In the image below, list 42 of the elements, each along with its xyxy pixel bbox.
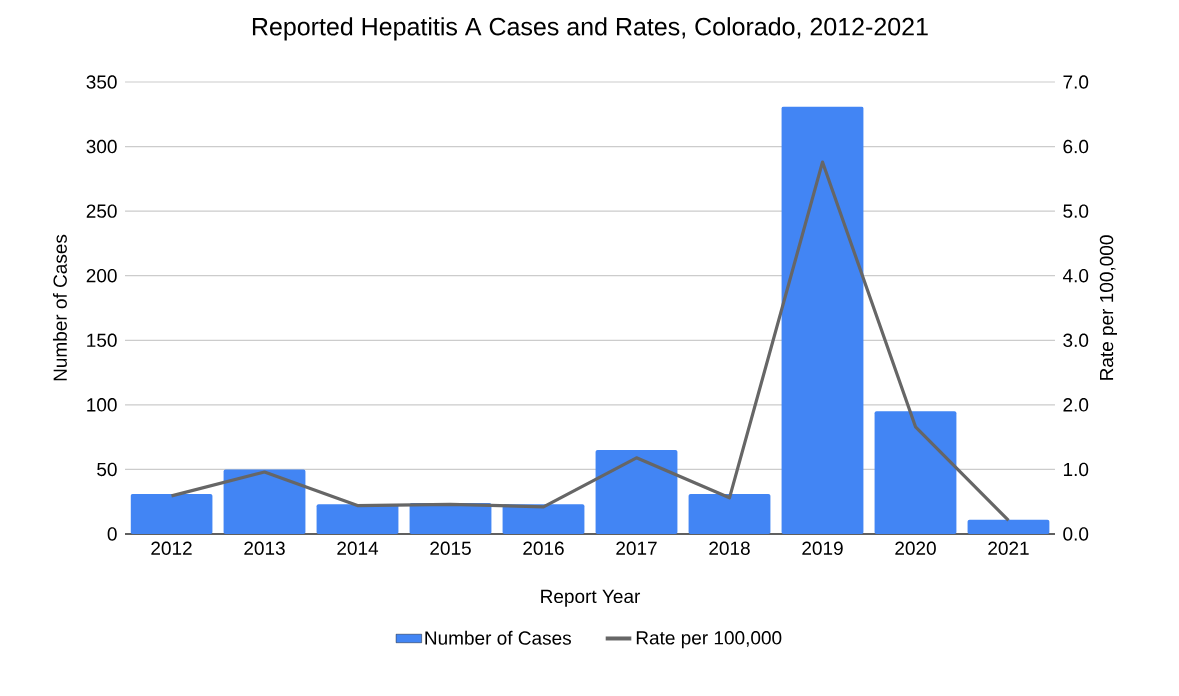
bar	[130, 493, 213, 534]
y2-tick-label: 4.0	[1062, 268, 1089, 283]
x-tick-label: 2018	[709, 541, 750, 555]
x-tick-label: 2012	[151, 541, 192, 555]
x-tick-label: 2019	[802, 541, 843, 555]
y-tick-label: 0	[107, 527, 117, 541]
y2-tick-label: 3.0	[1063, 333, 1089, 348]
bar	[781, 106, 864, 534]
bar	[688, 493, 771, 534]
y-tick-label: 200	[86, 268, 117, 283]
x-tick-label: 2016	[523, 541, 564, 555]
x-tick-label: 2017	[616, 541, 657, 555]
y-tick-label: 250	[86, 204, 117, 218]
x-tick-label: 2015	[430, 541, 471, 555]
y2-axis-title: Rate per 100,000	[1099, 235, 1118, 380]
x-tick-label: 2020	[895, 541, 936, 555]
y-tick-label: 350	[86, 75, 117, 89]
line-series	[169, 160, 1011, 523]
bar	[223, 469, 306, 534]
y-tick-label: 300	[86, 139, 117, 154]
y-tick-label: 100	[87, 398, 117, 412]
y-axis-title: Number of Cases	[52, 234, 67, 381]
chart-title: Reported Hepatitis A Cases and Rates, Colorado, 2012-2021	[252, 17, 928, 41]
y2-tick-label: 7.0	[1063, 75, 1089, 89]
y2-tick-label: 2.0	[1063, 398, 1089, 412]
y-tick-label: 50	[97, 462, 117, 477]
bar	[874, 411, 957, 534]
x-tick-label: 2021	[988, 541, 1029, 555]
y2-tick-label: 5.0	[1063, 204, 1089, 218]
legend-label: Number of Cases	[425, 630, 571, 645]
y-tick-label: 150	[87, 333, 117, 347]
bar	[595, 450, 678, 534]
y2-tick-label: 6.0	[1063, 139, 1089, 154]
bar	[502, 504, 585, 534]
bar	[967, 519, 1050, 534]
legend-label: Rate per 100,000	[636, 631, 782, 649]
y2-tick-label: 0.0	[1063, 527, 1089, 541]
x-tick-label: 2013	[244, 541, 285, 555]
x-tick-label: 2014	[337, 541, 379, 555]
y2-tick-label: 1.0	[1063, 462, 1089, 477]
x-axis-title: Report Year	[541, 589, 641, 607]
bar	[316, 504, 399, 534]
